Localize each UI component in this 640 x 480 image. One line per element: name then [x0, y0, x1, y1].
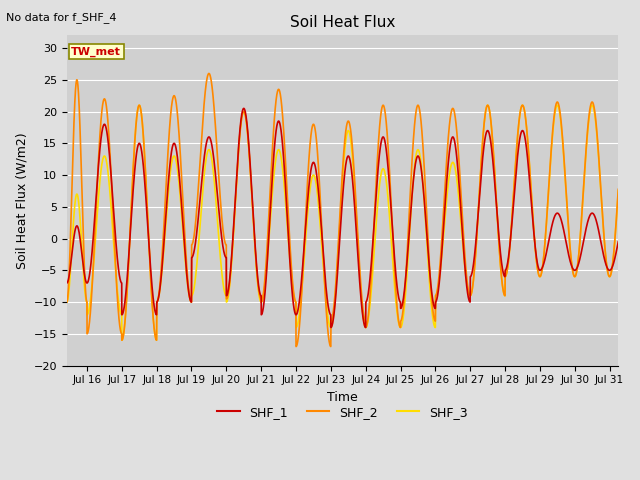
Y-axis label: Soil Heat Flux (W/m2): Soil Heat Flux (W/m2) — [15, 132, 28, 269]
Title: Soil Heat Flux: Soil Heat Flux — [290, 15, 396, 30]
Text: TW_met: TW_met — [71, 47, 121, 57]
Text: No data for f_SHF_4: No data for f_SHF_4 — [6, 12, 117, 23]
Legend: SHF_1, SHF_2, SHF_3: SHF_1, SHF_2, SHF_3 — [212, 401, 473, 424]
X-axis label: Time: Time — [327, 391, 358, 404]
